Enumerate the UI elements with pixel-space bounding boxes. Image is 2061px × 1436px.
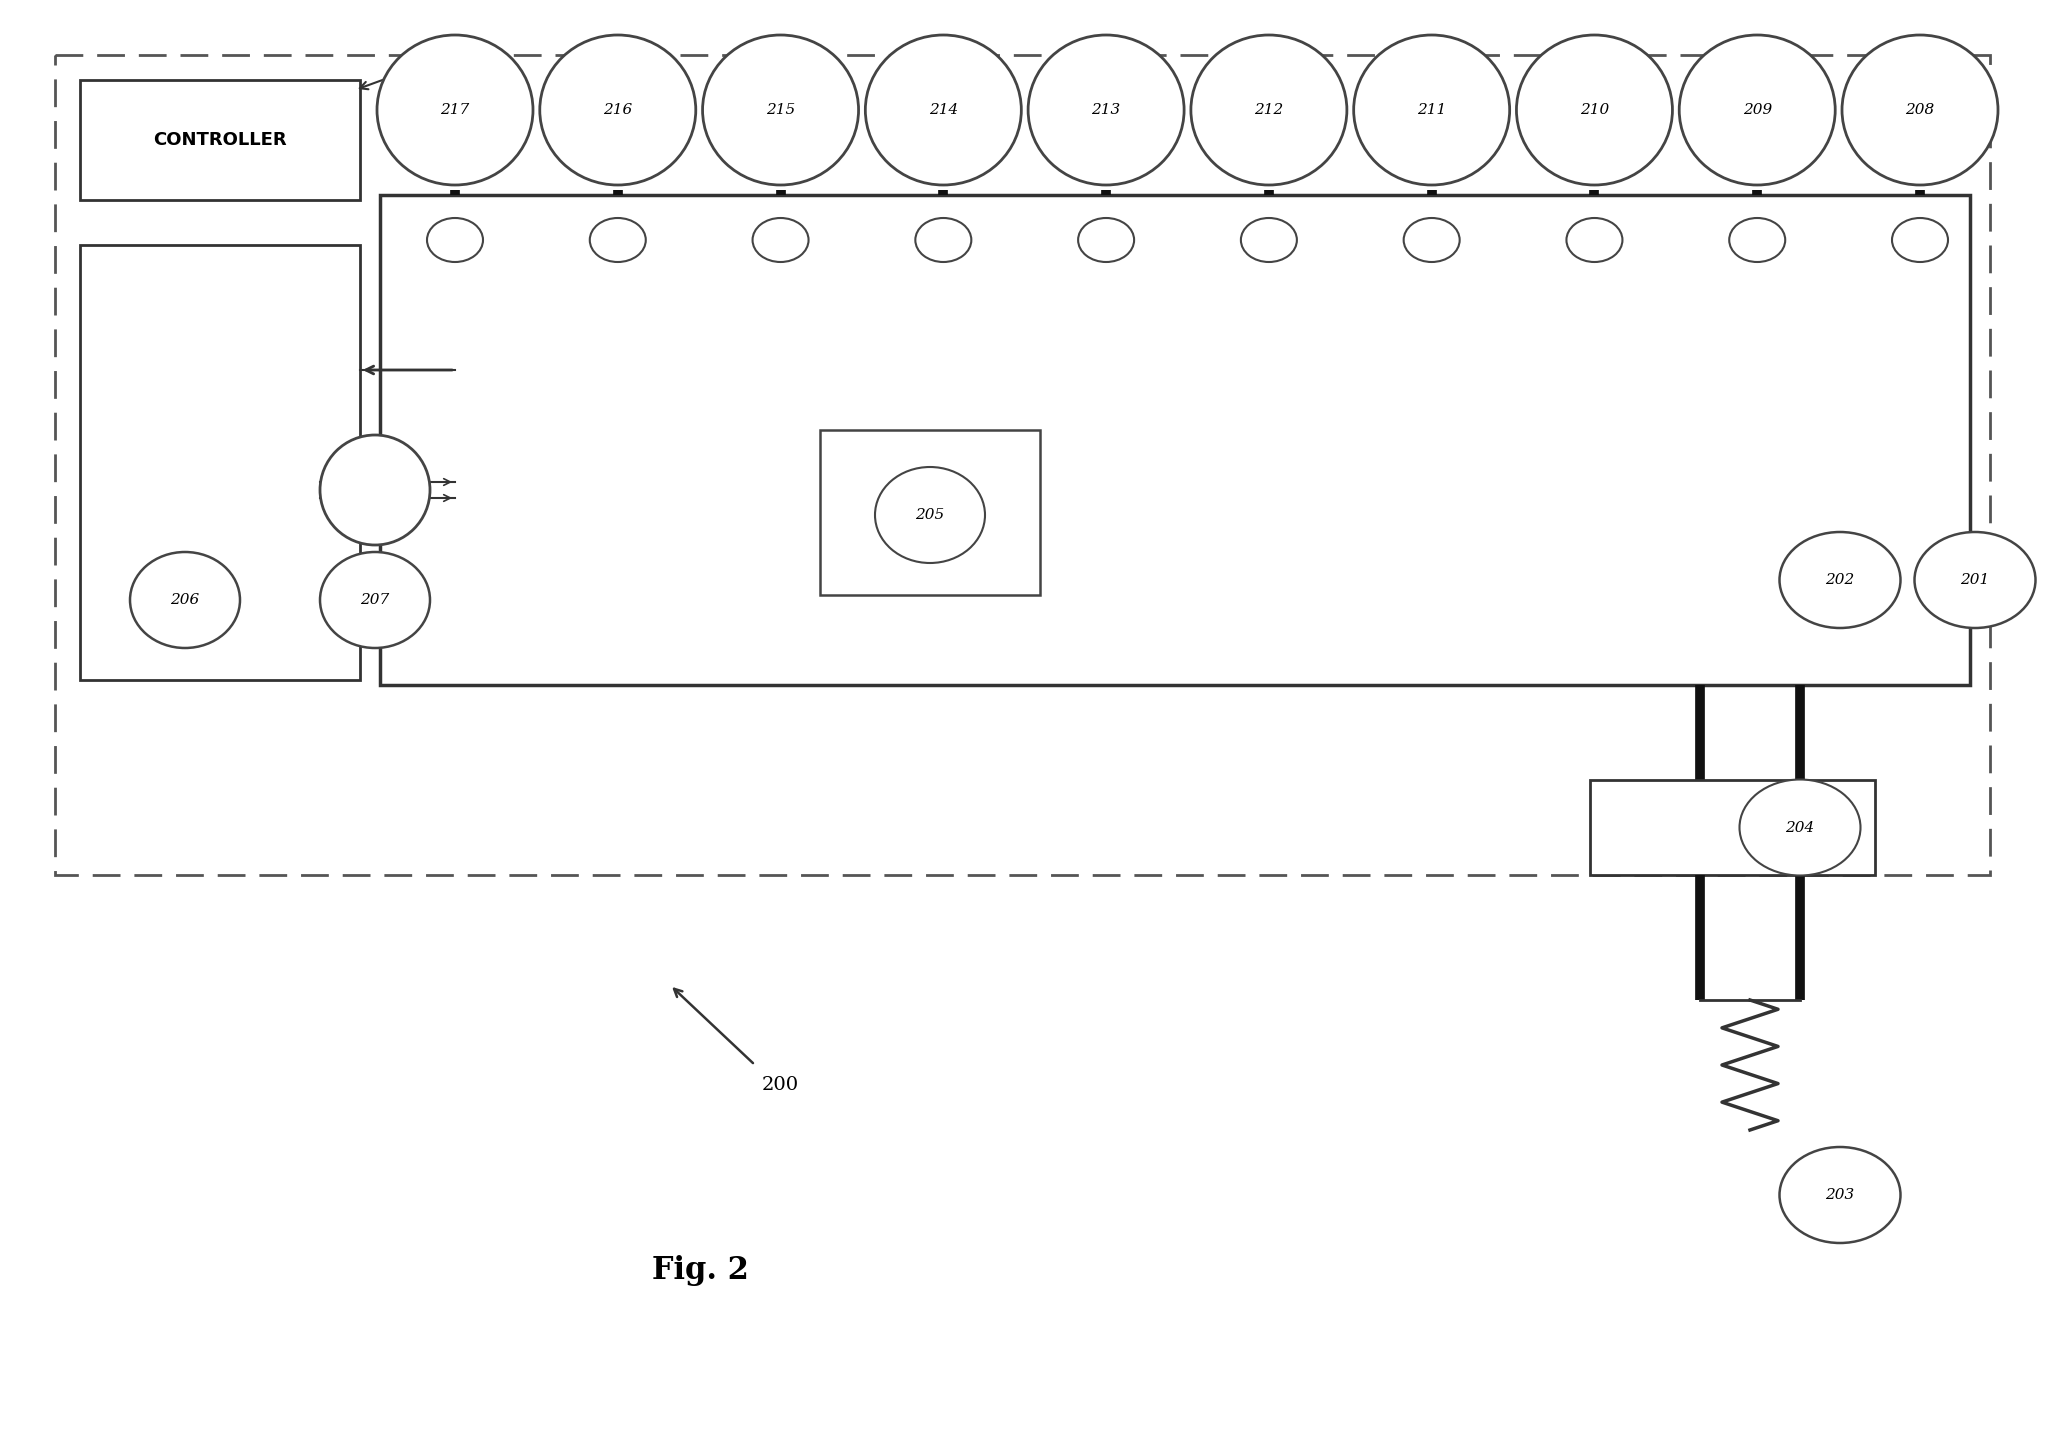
Text: 211: 211: [1418, 103, 1447, 116]
Ellipse shape: [427, 218, 482, 261]
Ellipse shape: [377, 34, 534, 185]
Ellipse shape: [1566, 218, 1622, 261]
Ellipse shape: [1078, 218, 1134, 261]
Ellipse shape: [1517, 34, 1671, 185]
Text: 213: 213: [1092, 103, 1121, 116]
Ellipse shape: [1739, 780, 1861, 876]
Text: 219: 219: [390, 69, 425, 88]
Ellipse shape: [866, 34, 1022, 185]
Ellipse shape: [319, 551, 431, 648]
Text: CONTROLLER: CONTROLLER: [153, 131, 286, 149]
Text: 208: 208: [1904, 103, 1935, 116]
Ellipse shape: [589, 218, 645, 261]
Text: 207: 207: [361, 593, 390, 607]
Ellipse shape: [1779, 531, 1900, 628]
Text: 202: 202: [1826, 573, 1855, 587]
Text: 214: 214: [930, 103, 958, 116]
Text: 201: 201: [1960, 573, 1989, 587]
Text: Fig. 2: Fig. 2: [651, 1255, 748, 1285]
Text: 209: 209: [1744, 103, 1772, 116]
Ellipse shape: [1843, 34, 1997, 185]
Ellipse shape: [1028, 34, 1185, 185]
Text: 215: 215: [767, 103, 796, 116]
Ellipse shape: [1241, 218, 1296, 261]
Bar: [379, 195, 1970, 685]
Ellipse shape: [130, 551, 239, 648]
Text: 200: 200: [761, 1076, 798, 1094]
Text: 203: 203: [1826, 1188, 1855, 1202]
Ellipse shape: [1680, 34, 1834, 185]
Ellipse shape: [1404, 218, 1459, 261]
Text: 205: 205: [915, 508, 944, 523]
Ellipse shape: [540, 34, 697, 185]
Ellipse shape: [876, 467, 985, 563]
Ellipse shape: [1354, 34, 1509, 185]
Bar: [80, 80, 361, 200]
Ellipse shape: [703, 34, 859, 185]
Text: 204: 204: [1785, 820, 1814, 834]
Bar: [1589, 780, 1876, 875]
Ellipse shape: [1779, 1147, 1900, 1244]
Bar: [820, 429, 1041, 595]
Text: 217: 217: [441, 103, 470, 116]
Text: 212: 212: [1255, 103, 1284, 116]
Bar: [56, 55, 1991, 875]
Text: 210: 210: [1581, 103, 1610, 116]
Ellipse shape: [752, 218, 808, 261]
Bar: [80, 246, 361, 681]
Ellipse shape: [1729, 218, 1785, 261]
Ellipse shape: [915, 218, 971, 261]
Circle shape: [319, 435, 431, 546]
Ellipse shape: [1915, 531, 2036, 628]
Text: 216: 216: [604, 103, 633, 116]
Ellipse shape: [1892, 218, 1948, 261]
Text: 206: 206: [171, 593, 200, 607]
Ellipse shape: [1191, 34, 1348, 185]
